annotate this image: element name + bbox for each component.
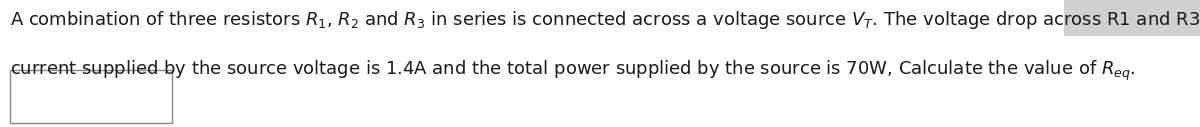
- Text: current supplied by the source voltage is 1.4A and the total power supplied by t: current supplied by the source voltage i…: [10, 58, 1135, 83]
- FancyBboxPatch shape: [10, 70, 172, 123]
- FancyBboxPatch shape: [1064, 0, 1200, 36]
- Text: A combination of three resistors $R_1$, $R_2$ and $R_3$ in series is connected a: A combination of three resistors $R_1$, …: [10, 9, 1200, 31]
